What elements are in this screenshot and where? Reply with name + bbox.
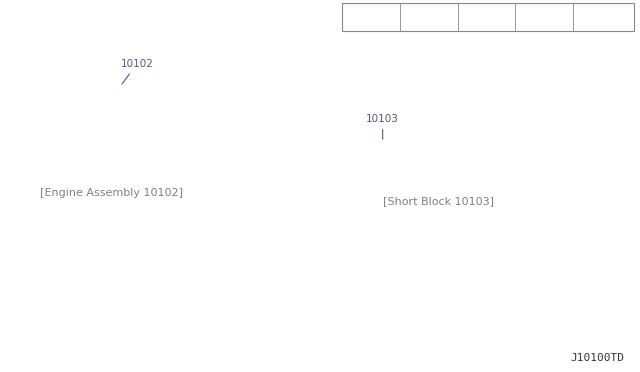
Text: 10102: 10102 (120, 59, 153, 84)
Text: J10100TD: J10100TD (570, 353, 624, 363)
Bar (342, 3, 634, 31)
Text: 10103: 10103 (366, 114, 399, 140)
Text: [Short Block 10103]: [Short Block 10103] (383, 196, 494, 206)
Text: [Engine Assembly 10102]: [Engine Assembly 10102] (40, 189, 184, 198)
